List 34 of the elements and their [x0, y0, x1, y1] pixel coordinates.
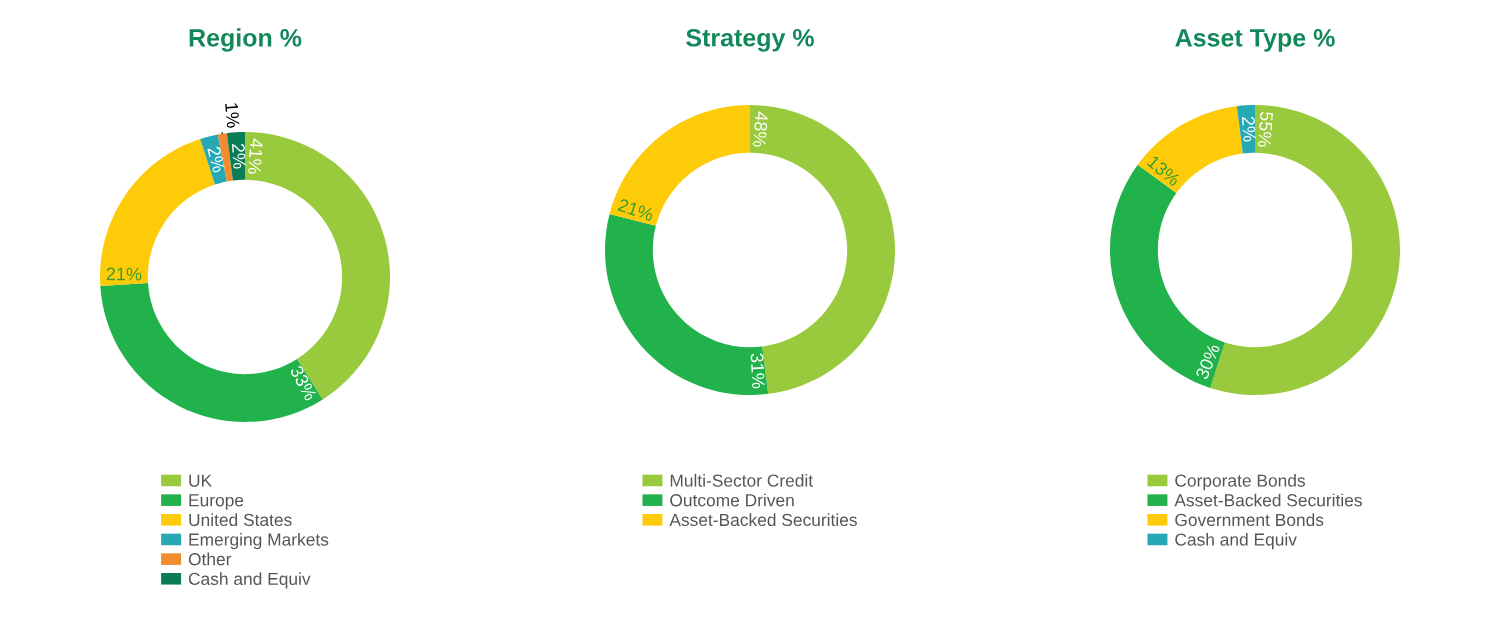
data-label: 31% [750, 353, 766, 389]
legend-label: Europe [189, 494, 244, 510]
data-label: 30% [1195, 342, 1221, 380]
donut-slice [245, 132, 390, 400]
donut-slice [1137, 106, 1243, 193]
legend-label: Asset-Backed Securities [1174, 493, 1362, 507]
data-label: 41% [247, 138, 264, 175]
legend-label: Corporate Bonds [1175, 474, 1305, 491]
legend-label: Emerging Markets [189, 532, 329, 550]
legend-label: Outcome Driven [670, 493, 794, 507]
chart-title: Region % [189, 28, 302, 52]
legend-label: Multi-Sector Credit [670, 474, 813, 487]
data-label: 21% [106, 267, 142, 281]
chart-title: Strategy % [686, 28, 814, 52]
legend-label: Other [188, 552, 232, 566]
legend-label: Government Bonds [1175, 513, 1324, 527]
data-label: 33% [289, 364, 318, 402]
data-label: 2% [207, 146, 226, 173]
data-label: 2% [231, 143, 247, 169]
donut-slice [750, 105, 895, 394]
data-label: 1% [225, 102, 240, 128]
legend-label: Cash and Equiv [1175, 532, 1297, 550]
chart-title: Asset Type % [1175, 29, 1335, 52]
data-label: 13% [1146, 154, 1182, 187]
legend-label: Cash and Equiv [188, 572, 311, 589]
data-label: 48% [752, 111, 769, 148]
data-label: 2% [1241, 116, 1257, 142]
donut-slice [609, 105, 750, 226]
legend-label: UK [189, 474, 212, 487]
legend-label: Asset-Backed Securities [669, 513, 857, 527]
legend-label: United States [189, 513, 292, 527]
donut-slice [100, 283, 323, 422]
data-label: 55% [1257, 111, 1274, 148]
data-label: 21% [617, 198, 655, 222]
